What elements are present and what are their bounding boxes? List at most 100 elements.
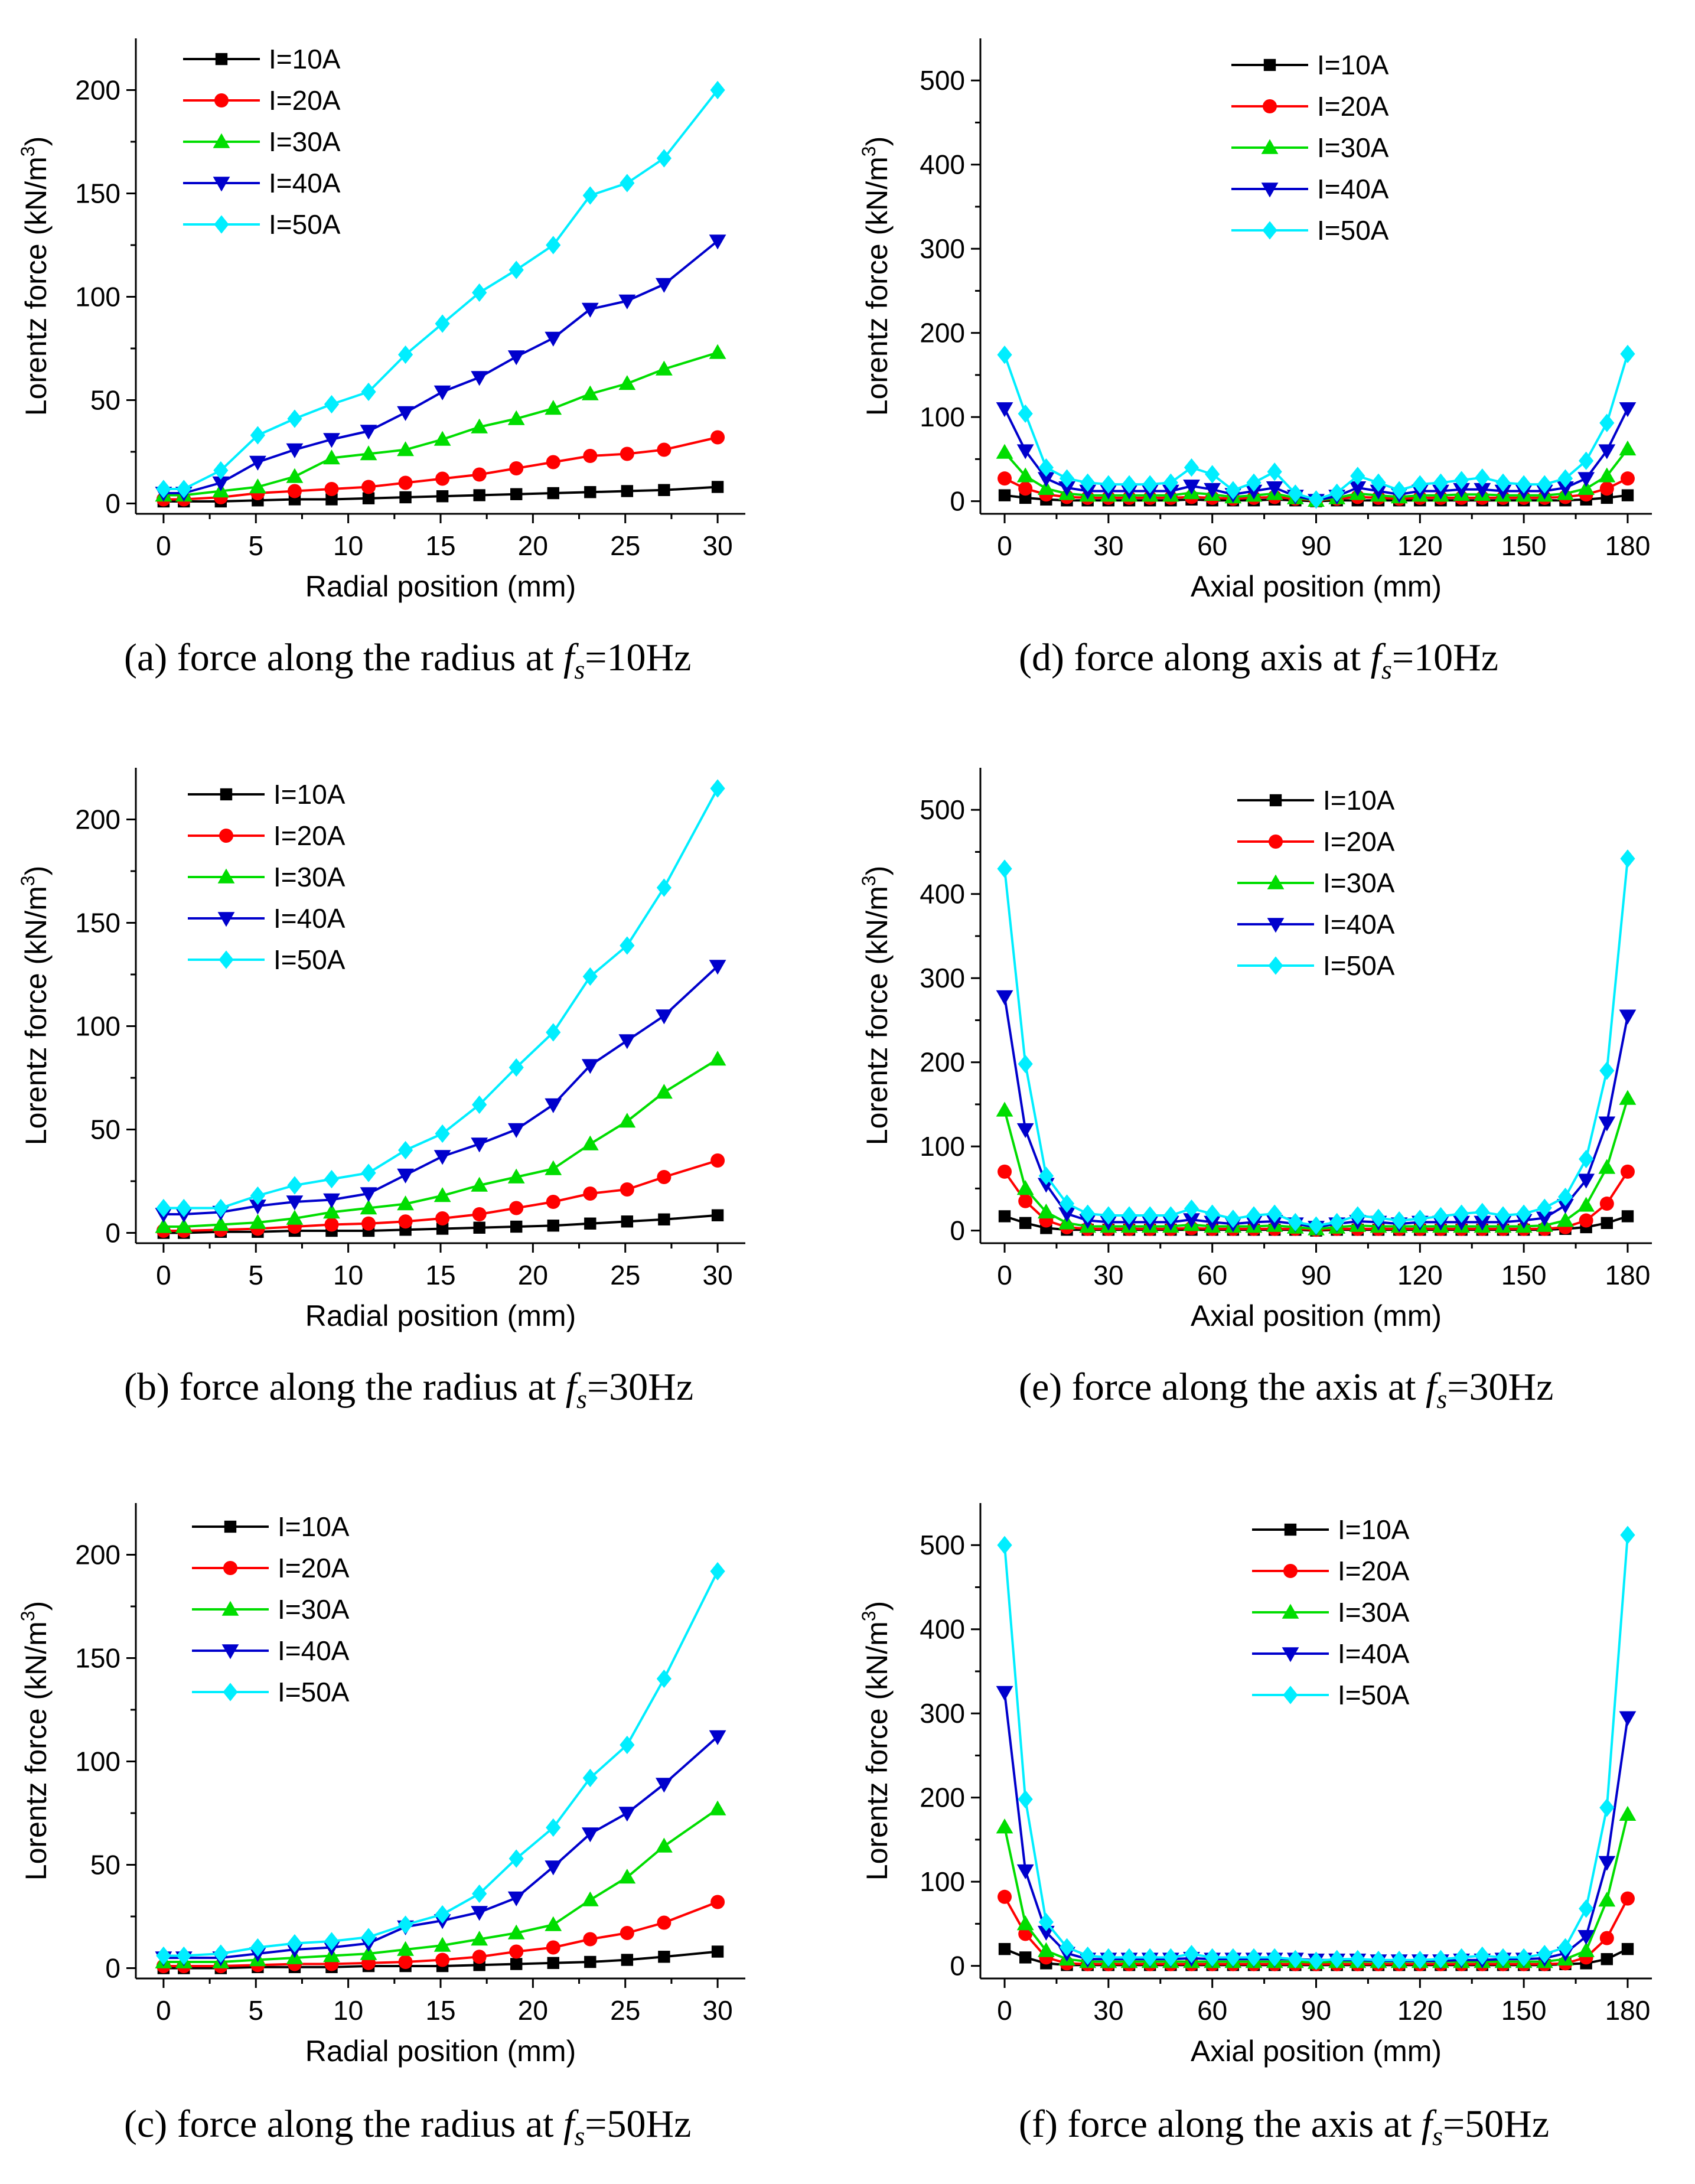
data-point [1433,1207,1449,1226]
data-point [1577,472,1595,487]
series-I=40A [155,234,726,502]
series-line [1003,1692,1629,1963]
x-tick-label: 5 [248,1995,263,2026]
data-point [1038,458,1054,477]
data-point [213,1198,229,1218]
data-point [1080,1946,1096,1965]
series-line [163,1736,719,1959]
data-point [1350,1950,1365,1968]
data-point [1495,1948,1511,1967]
data-point [1601,1217,1613,1230]
data-point [1059,1194,1075,1213]
data-point [1598,1116,1616,1132]
x-tick-label: 20 [518,1260,548,1290]
data-point [286,1210,304,1225]
series-line [163,1159,718,1232]
data-point [1598,1892,1616,1907]
data-point [1037,1203,1055,1219]
data-point [997,1536,1012,1554]
data-point [1287,484,1303,503]
data-point [1038,1912,1054,1932]
y-tick-label: 400 [920,1614,965,1645]
series-I=50A [997,849,1635,1235]
caption-e: (e) force along the axis at fs=30Hz [1019,1365,1553,1414]
legend-marker [214,93,229,107]
data-point [545,400,562,415]
data-point [1557,1938,1573,1957]
y-tick-label: 500 [920,65,965,96]
legend-label: I=20A [269,85,341,116]
data-point [360,1187,377,1202]
series-line [163,436,718,501]
legend: I=10A I=20A I=30A I=40A I=50A [1237,785,1395,981]
caption-subscript: s [1432,2121,1443,2151]
data-point [507,1924,525,1939]
caption-text: (b) force along the radius at [124,1365,566,1409]
data-point [1079,484,1097,500]
y-axis-label-superscript: 3 [858,875,879,886]
data-point [618,1807,636,1822]
series-I=30A [155,1051,726,1233]
data-point [656,1778,673,1793]
legend-label: I=50A [273,944,345,975]
data-point [509,1944,524,1959]
data-point [998,1164,1012,1179]
data-point [323,433,340,448]
data-point [398,1955,413,1969]
data-point [1308,1216,1324,1235]
data-point [656,1669,672,1688]
caption-frequency: =50Hz [1443,2102,1549,2146]
y-tick-label: 200 [920,1047,965,1078]
caption-subscript: s [576,1384,587,1414]
data-point [507,1168,525,1184]
data-point [621,1954,634,1966]
x-tick-label: 0 [156,530,171,561]
data-point [1018,1194,1033,1208]
x-tick-label: 150 [1501,530,1547,561]
data-point [711,1209,724,1221]
legend-label: I=10A [273,779,345,810]
y-tick-label: 400 [920,149,965,180]
data-point [996,444,1013,459]
legend-marker [1269,794,1282,807]
caption-d: (d) force along axis at fs=10Hz [1019,636,1498,684]
data-point [156,1946,171,1965]
y-tick-label: 0 [950,1951,965,1981]
x-tick-label: 30 [703,1260,733,1290]
y-axis-label-text: Lorentz force (kN/m [19,157,53,416]
legend-label: I=40A [269,168,341,198]
legend-label: I=10A [1323,785,1395,816]
data-point [1621,1210,1634,1223]
data-point [547,1220,559,1232]
data-point [618,294,636,309]
legend-marker [219,950,234,969]
data-point [1601,1953,1613,1965]
chart-panel-f: 0 30 60 90 120 150 180 0 100 200 300 400 500 Axial po… [858,1503,1652,2068]
data-point [546,1818,561,1837]
series-line [163,788,719,1210]
data-point [360,1199,377,1215]
data-point [1308,490,1324,509]
x-tick-label: 30 [1093,1995,1123,2026]
data-point [709,344,726,359]
data-point [433,1937,451,1952]
data-point [998,1889,1012,1904]
data-point [709,1730,726,1745]
y-tick-label: 100 [920,1866,965,1897]
data-point [286,443,304,458]
data-point [656,878,672,897]
legend-marker [213,133,230,148]
y-tick-label: 100 [920,402,965,432]
data-point [545,1160,562,1175]
caption-text: (f) force along the axis at [1019,2102,1422,2146]
data-point [1018,481,1033,496]
data-point [657,442,672,457]
legend-label: I=20A [1338,1556,1410,1586]
legend-marker [1261,139,1279,154]
data-point [1101,1206,1116,1225]
data-point [1432,484,1449,500]
legend-marker [220,788,233,801]
series-line [163,485,718,503]
data-point [709,960,726,975]
y-axis-label-close: ) [860,136,894,146]
